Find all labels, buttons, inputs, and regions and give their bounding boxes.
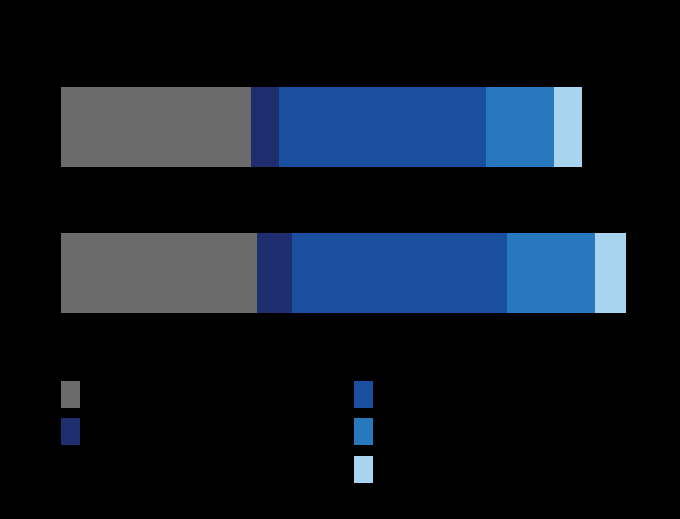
Bar xyxy=(251,87,279,167)
Bar xyxy=(257,233,292,313)
Bar xyxy=(507,233,596,313)
Bar xyxy=(554,87,582,167)
Bar xyxy=(596,233,626,313)
Bar xyxy=(61,233,257,313)
Bar xyxy=(486,87,554,167)
Bar xyxy=(279,87,486,167)
Bar xyxy=(61,87,251,167)
Bar xyxy=(292,233,507,313)
